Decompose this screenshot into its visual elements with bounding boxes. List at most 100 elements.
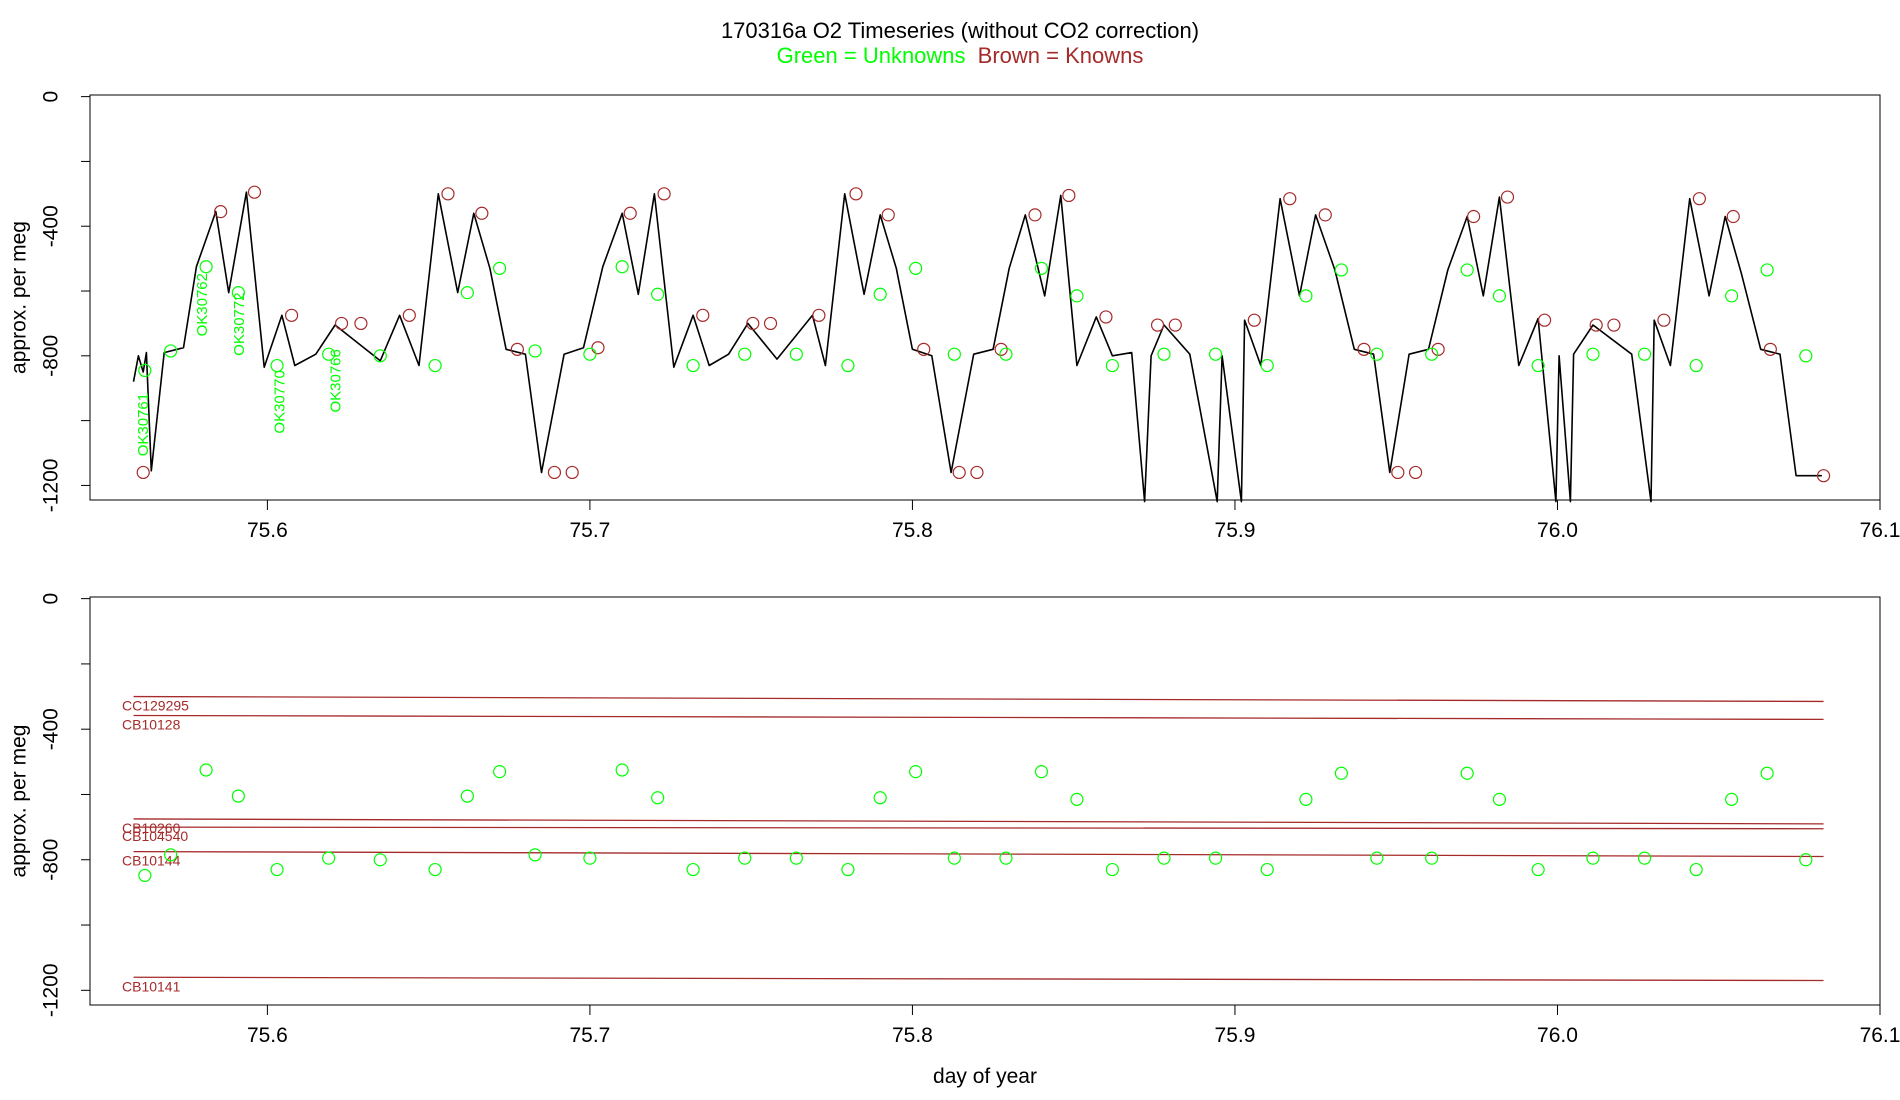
y-tick-label: -800 (40, 335, 63, 377)
sample-id-label: OK30772 (231, 292, 248, 355)
x-tick-label: 75.7 (569, 1024, 610, 1047)
unknown-point (1492, 289, 1507, 303)
y-tick-label: -400 (40, 205, 63, 247)
reference-line (133, 850, 1824, 858)
unknown-point (651, 791, 665, 805)
known-point (547, 465, 562, 480)
unknown-point (738, 347, 752, 361)
known-point (1168, 318, 1182, 332)
x-tick-label: 76.1 (1860, 519, 1900, 542)
unknown-point (1105, 862, 1119, 877)
sample-id-label: OK30770 (271, 370, 288, 433)
unknown-point (1689, 358, 1703, 373)
unknown-point (164, 848, 178, 862)
unknown-point (1799, 853, 1813, 867)
reference-line-label: CC129295 (122, 698, 189, 714)
reference-line-label: CB10128 (122, 716, 181, 732)
sample-id-label: OK30762 (194, 273, 211, 336)
known-point (746, 316, 760, 331)
unknown-point (460, 286, 474, 300)
known-point (1692, 192, 1706, 206)
unknown-point (1299, 792, 1313, 806)
x-tick-label: 76.0 (1537, 1024, 1578, 1047)
unknown-point (999, 851, 1013, 865)
reference-line (133, 714, 1824, 721)
o2-trace-line (132, 191, 1822, 503)
unknown-point (1070, 289, 1084, 303)
unknown-point (1425, 347, 1439, 361)
unknown-point (373, 349, 387, 363)
unknown-point (789, 347, 803, 361)
known-point (1062, 188, 1076, 203)
known-point (1408, 465, 1423, 480)
known-point (1283, 192, 1297, 206)
known-point (1357, 342, 1371, 356)
unknown-point (1260, 358, 1274, 373)
known-point (1537, 313, 1552, 327)
known-point (1318, 208, 1332, 222)
unknown-point (615, 763, 629, 777)
known-point (565, 465, 579, 480)
x-tick-label: 75.9 (1215, 519, 1256, 542)
known-point (1607, 318, 1621, 332)
known-point (1500, 190, 1515, 204)
unknown-point (1725, 792, 1739, 806)
unknown-point (199, 763, 213, 777)
unknown-point (947, 347, 961, 361)
unknown-point (1334, 263, 1348, 277)
known-point (1589, 318, 1603, 332)
y-axis-label: approx. per meg (8, 725, 31, 878)
unknown-point (1492, 792, 1507, 806)
unknown-point (947, 851, 961, 865)
known-point (657, 187, 671, 201)
unknown-point (322, 347, 336, 361)
x-tick-label: 75.9 (1215, 1024, 1256, 1047)
reference-line-label: CB10141 (122, 978, 181, 994)
known-point (1657, 313, 1671, 327)
unknown-point (1370, 851, 1384, 865)
unknown-point (270, 862, 284, 877)
unknown-point (1370, 347, 1384, 361)
unknown-point (686, 862, 700, 877)
x-tick-label: 75.6 (247, 1024, 288, 1047)
known-point (510, 342, 524, 356)
unknown-point (1460, 263, 1474, 277)
known-point (247, 185, 262, 199)
unknown-point (999, 347, 1013, 361)
known-point (284, 308, 299, 322)
unknown-point (1034, 765, 1049, 779)
unknown-point (1799, 349, 1813, 363)
known-point (994, 342, 1008, 356)
known-point (591, 341, 605, 355)
x-tick-label: 75.6 (247, 519, 288, 542)
y-tick-label: 0 (40, 91, 63, 103)
plot-frame (89, 94, 1881, 501)
unknown-point (138, 868, 152, 883)
unknown-point (1070, 792, 1084, 806)
known-point (136, 465, 150, 480)
known-point (334, 316, 349, 331)
reference-line (133, 826, 1824, 830)
unknown-point (322, 851, 336, 865)
reference-line (133, 976, 1824, 982)
unknown-point (738, 851, 752, 865)
unknown-point (1637, 851, 1652, 865)
unknown-point (1334, 766, 1348, 780)
unknown-point (841, 358, 855, 373)
unknown-point (789, 851, 803, 865)
known-point (812, 308, 826, 322)
unknown-point (1531, 862, 1545, 877)
y-tick-label: -400 (40, 708, 63, 750)
known-point (1099, 310, 1113, 324)
known-point (214, 205, 228, 219)
y-tick-label: -1200 (40, 459, 63, 513)
legend-line: Green = Unknowns Brown = Knowns (777, 43, 1144, 68)
sample-id-label: OK30766 (328, 349, 345, 412)
known-point (1816, 469, 1831, 483)
unknown-point (164, 344, 178, 358)
unknown-point (493, 765, 507, 779)
legend-knowns: Brown = Knowns (978, 43, 1144, 68)
x-tick-label: 76.0 (1537, 519, 1578, 542)
y-axis-label: approx. per meg (8, 221, 31, 374)
